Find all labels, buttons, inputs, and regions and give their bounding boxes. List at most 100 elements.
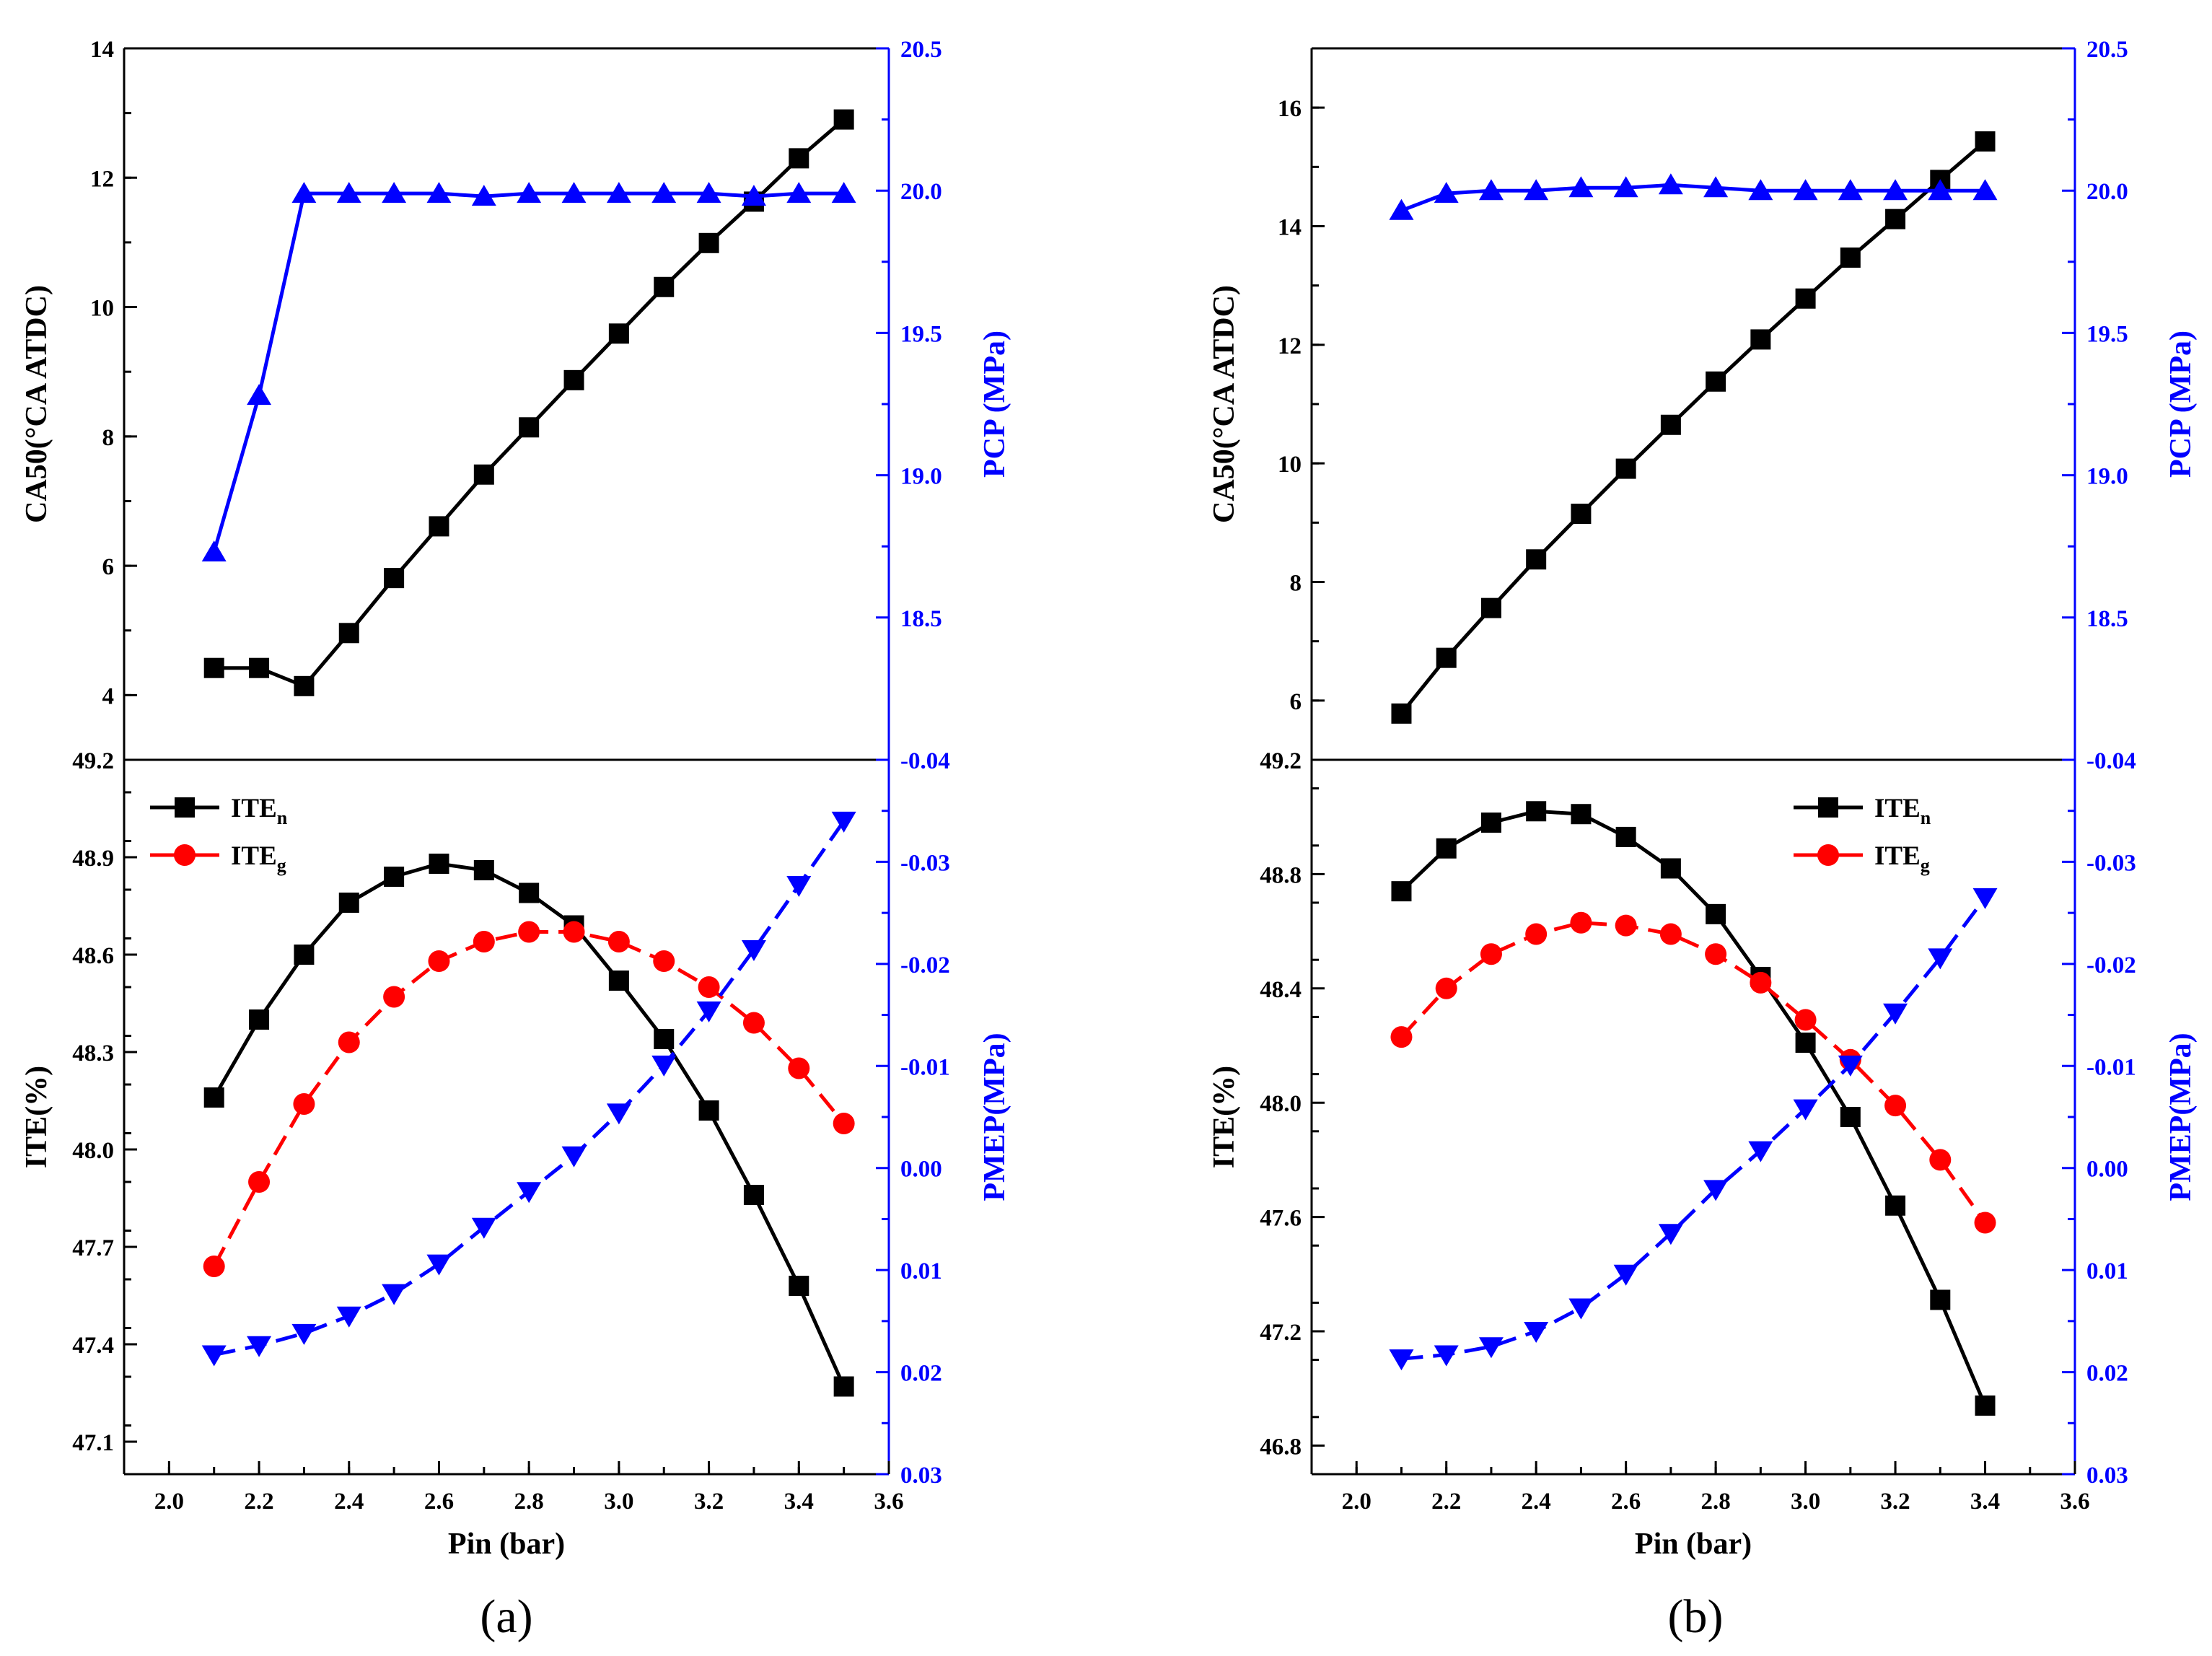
right-tick-label: 20.5 [2086, 37, 2128, 63]
legend-label-subscript: g [1921, 855, 1930, 876]
data-point-ca50 [384, 568, 405, 589]
left-axis-title: CA50(°CA ATDC) [20, 285, 53, 523]
data-point-iten [1795, 1033, 1816, 1053]
data-point-iteg [1390, 1026, 1413, 1048]
data-point-iteg [1659, 923, 1682, 945]
right-tick-label: -0.02 [2086, 952, 2136, 978]
x-tick-label: 2.4 [334, 1489, 364, 1515]
x-tick-label: 3.4 [784, 1489, 814, 1515]
legend-label-subscript: n [1921, 807, 1931, 828]
data-point-ca50 [1840, 247, 1861, 268]
right-axis-title: PMEP(MPa) [978, 1033, 1011, 1201]
left-tick-label: 47.7 [72, 1235, 114, 1261]
left-tick-label: 10 [1278, 452, 1302, 478]
data-point-iten [1436, 838, 1457, 859]
data-point-iten [654, 1029, 675, 1049]
left-tick-label: 49.2 [72, 748, 114, 774]
right-axis-title: PCP (MPa) [978, 330, 1011, 478]
left-tick-label: 6 [1290, 689, 1302, 715]
data-point-iten [1526, 801, 1547, 822]
data-point-pcp [1838, 179, 1863, 201]
left-tick-label: 48.9 [72, 846, 114, 872]
legend-marker [174, 844, 196, 866]
left-axis-title: ITE(%) [1208, 1066, 1241, 1168]
x-tick-label: 3.6 [874, 1489, 903, 1515]
data-point-ca50 [654, 276, 675, 297]
legend-label-text: ITE [231, 841, 277, 871]
left-tick-label: 48.4 [1260, 977, 1302, 1003]
data-point-pcp [1793, 179, 1818, 201]
right-tick-label: 0.00 [2086, 1157, 2128, 1183]
data-point-iten [294, 945, 315, 965]
data-point-pmep [471, 1217, 496, 1239]
right-tick-label: 20.0 [2086, 179, 2128, 205]
right-axis-title: PMEP(MPa) [2164, 1033, 2198, 1201]
left-axis-title: ITE(%) [20, 1066, 53, 1168]
legend-marker [1818, 797, 1838, 818]
data-point-pcp [1748, 179, 1773, 201]
data-point-iten [698, 1100, 719, 1121]
data-point-pmep [517, 1182, 542, 1204]
right-tick-label: -0.03 [2086, 850, 2136, 876]
data-point-iten [429, 854, 449, 874]
data-point-ca50 [1480, 597, 1501, 618]
data-point-iteg [203, 1256, 225, 1277]
data-point-iteg [563, 921, 585, 943]
data-point-pmep [1478, 1337, 1504, 1359]
data-point-ca50 [1436, 647, 1457, 668]
left-axis-title: CA50(°CA ATDC) [1208, 285, 1241, 523]
data-point-ca50 [698, 232, 719, 253]
data-point-pcp [1703, 176, 1729, 198]
data-point-iteg [742, 1012, 765, 1034]
data-point-iten [473, 860, 494, 880]
data-point-pmep [1703, 1180, 1729, 1201]
left-tick-label: 10 [90, 296, 114, 322]
data-point-ca50 [519, 417, 540, 438]
data-point-iteg [248, 1171, 271, 1193]
data-point-iten [608, 971, 629, 991]
legend-label: ITEg [1874, 841, 1930, 876]
data-point-pcp [1524, 179, 1549, 201]
right-tick-label: -0.02 [900, 952, 950, 978]
left-tick-label: 48.6 [72, 943, 114, 969]
left-tick-label: 48.3 [72, 1041, 114, 1066]
left-tick-label: 48.0 [72, 1138, 114, 1164]
x-tick-label: 2.6 [1611, 1489, 1641, 1515]
left-tick-label: 47.4 [72, 1333, 114, 1359]
data-point-ca50 [203, 657, 224, 678]
data-point-iten [833, 1376, 854, 1397]
right-tick-label: 0.01 [2086, 1258, 2128, 1284]
data-point-pmep [786, 875, 812, 897]
data-point-pmep [1883, 1003, 1908, 1025]
left-tick-label: 49.2 [1260, 748, 1302, 774]
data-point-ca50 [1975, 131, 1996, 152]
data-point-pmep [1972, 888, 1998, 909]
series-line-pmep [1401, 896, 1987, 1361]
data-point-iteg [473, 931, 495, 952]
subplot-bottom: 47.1 47.4 47.7 48.0 48.3 48.6 48.9 49.2 0.03 0.02… [20, 748, 1011, 1489]
left-tick-label: 47.1 [72, 1430, 114, 1456]
left-tick-label: 14 [90, 37, 114, 63]
data-point-pcp [1613, 176, 1638, 198]
data-point-iteg [1750, 971, 1772, 994]
legend-label-text: ITE [231, 794, 277, 823]
left-tick-label: 14 [1278, 215, 1302, 241]
data-point-pmep [1389, 1349, 1414, 1371]
data-point-pmep [606, 1103, 631, 1125]
x-tick-label: 2.2 [1431, 1489, 1461, 1515]
data-point-iteg [1794, 1009, 1817, 1031]
data-point-iten [338, 893, 359, 913]
data-point-iteg [1570, 911, 1592, 934]
data-point-ca50 [473, 464, 494, 485]
left-tick-label: 47.2 [1260, 1320, 1302, 1346]
legend-marker [175, 797, 195, 818]
subplot-top: 4 6 8 10 12 14 18.5 19.0 19.5 20.0 20.5 CA50(°CA AT… [20, 37, 1011, 761]
right-tick-label: 20.0 [900, 179, 942, 205]
subplot-top: 6 8 10 12 14 16 18.5 19.0 19.5 20.0 20.5 CA50(°CA A… [1208, 37, 2198, 761]
data-point-pmep [1434, 1345, 1459, 1367]
data-point-pmep [831, 811, 856, 833]
data-point-pcp [1658, 173, 1683, 195]
data-point-iteg [428, 950, 450, 972]
legend-label: ITEg [231, 841, 286, 876]
